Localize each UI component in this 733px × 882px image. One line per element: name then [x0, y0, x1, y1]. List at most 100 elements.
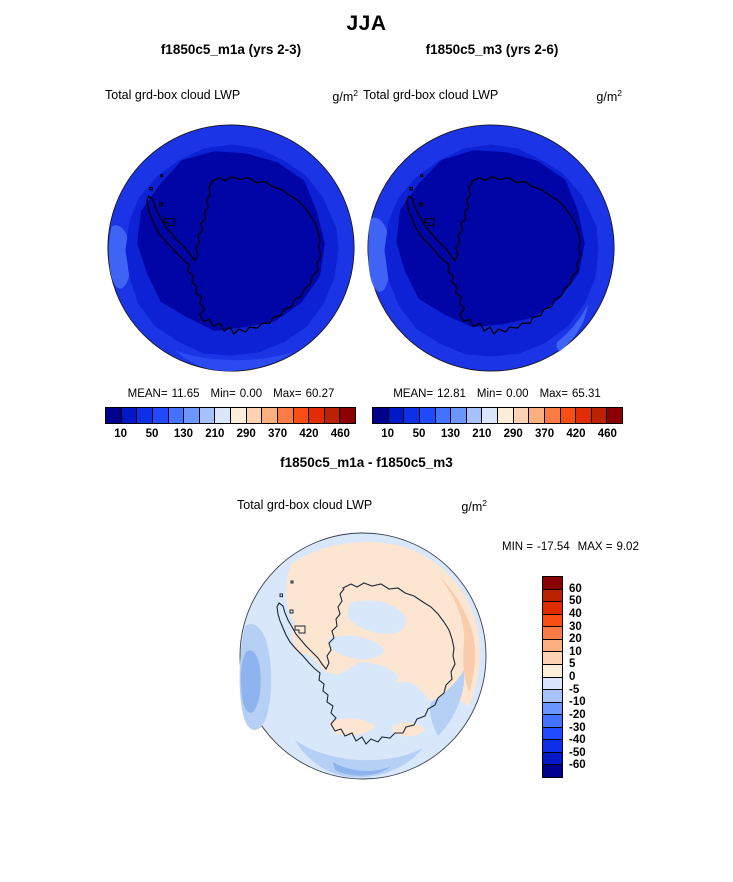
colorbar-segment: [543, 764, 562, 777]
case2-variable-label: Total grd-box cloud LWP: [363, 88, 499, 102]
colorbar-segment: [543, 588, 562, 602]
diff-variable-row: Total grd-box cloud LWP g/m2: [237, 498, 487, 514]
colorbar-segment: [543, 751, 562, 765]
colorbar-segment: [167, 408, 184, 423]
colorbar-tick-label: 290: [236, 428, 256, 440]
colorbar-segment: [387, 408, 404, 423]
case2-mean-value: 12.81: [437, 388, 466, 400]
map-case2: [367, 124, 615, 372]
colorbar-segment: [373, 408, 388, 423]
colorbar-segment: [543, 651, 562, 664]
colorbar-segment: [543, 726, 562, 740]
colorbar-tick-label: 210: [205, 428, 225, 440]
case1-max-value: 60.27: [305, 388, 335, 400]
colorbar-segment: [543, 676, 562, 690]
case1-max-label: Max=: [273, 388, 302, 400]
diff-colorbar-label: -50: [569, 746, 586, 759]
map-case2-light-patch-2: [556, 304, 588, 352]
colorbar-segment: [543, 739, 562, 752]
colorbar-tick-label: 10: [381, 428, 395, 440]
colorbar-segment: [512, 408, 529, 423]
diff-colorbar-label: -30: [569, 721, 586, 734]
diff-colorbar-label: -5: [569, 683, 580, 696]
colorbar-segment: [543, 577, 562, 589]
colorbar-segment: [230, 408, 246, 423]
colorbar-segment: [590, 408, 607, 423]
colorbar-segment: [450, 408, 466, 423]
diff-max-label: MAX =: [577, 541, 613, 553]
colorbar-segment: [308, 408, 324, 423]
season-title: JJA: [346, 12, 387, 35]
map-case1: [107, 124, 355, 372]
diff-colorbar-label: 5: [569, 658, 576, 671]
map-case1-bottom-band: [174, 349, 294, 372]
map-diff-negative-south-strong: [333, 762, 391, 776]
colorbar-segment: [497, 408, 513, 423]
case1-variable-label: Total grd-box cloud LWP: [105, 88, 241, 102]
map-case2-light-patch: [368, 217, 391, 292]
colorbar-segment: [481, 408, 497, 423]
colorbar-segment: [543, 601, 562, 614]
case2-mean-label: MEAN=: [393, 388, 434, 400]
case1-units-label: g/m2: [332, 88, 358, 105]
map-diff-negative-southeast: [429, 670, 465, 736]
colorbar-segment: [543, 613, 562, 627]
diff-max-value: 9.02: [616, 541, 639, 553]
colorbar-segment: [465, 408, 482, 423]
colorbar-tick-label: 50: [412, 428, 426, 440]
diff-colorbar-label: 10: [569, 645, 582, 658]
diff-colorbar-label: 0: [569, 671, 576, 683]
colorbar-segment: [543, 714, 562, 727]
colorbar-tick-label: 370: [534, 428, 555, 440]
colorbar-tick-label: 290: [503, 428, 523, 440]
colorbar-segment: [559, 408, 576, 423]
diff-variable-label: Total grd-box cloud LWP: [237, 498, 373, 512]
colorbar-segment: [543, 626, 562, 639]
case1-stats: MEAN= 11.65 Min= 0.00 Max= 60.27: [104, 388, 358, 400]
case2-colorbar-ticks: 10 50 130 210 290 370 420 460: [372, 428, 623, 442]
map-diff-neutral-streak-3: [353, 663, 399, 687]
colorbar-segment: [276, 408, 293, 423]
colorbar-tick-label: 210: [472, 428, 492, 440]
diff-title: f1850c5_m1a - f1850c5_m3: [280, 455, 453, 470]
case1-colorbar-ticks: 10 50 130 210 290 370 420 460: [105, 428, 356, 442]
case1-mean-label: MEAN=: [127, 388, 168, 400]
diff-colorbar-label: 30: [569, 620, 582, 633]
map-case2-inner-contour: [396, 150, 585, 328]
case1-min-value: 0.00: [239, 388, 263, 400]
map-diff-positive-strong: [439, 576, 476, 692]
case2-title: f1850c5_m3 (yrs 2-6): [425, 42, 559, 57]
diff-colorbar-label: -40: [569, 734, 586, 747]
colorbar-segment: [198, 408, 215, 423]
colorbar-segment: [434, 408, 451, 423]
colorbar-tick-label: 370: [267, 428, 288, 440]
colorbar-segment: [575, 408, 591, 423]
case2-max-value: 65.31: [572, 388, 601, 400]
diff-colorbar-label: 60: [569, 582, 582, 595]
diff-colorbar-label: -60: [569, 759, 586, 772]
diff-colorbar: [542, 576, 563, 778]
colorbar-tick-label: 10: [114, 428, 128, 440]
map-diff-negative-west-strong: [240, 650, 261, 713]
diff-colorbar-label: -20: [569, 708, 586, 721]
map-diff: [239, 532, 487, 780]
case1-colorbar: [105, 407, 356, 424]
diff-units-label: g/m2: [461, 498, 487, 515]
diff-colorbar-label: 20: [569, 633, 582, 646]
colorbar-tick-label: 130: [440, 428, 461, 440]
colorbar-segment: [214, 408, 230, 423]
map-diff-negative-south: [295, 740, 423, 778]
colorbar-segment: [183, 408, 199, 423]
colorbar-segment: [323, 408, 340, 423]
case2-min-value: 0.00: [506, 388, 529, 400]
diff-minmax: MIN = -17.54 MAX = 9.02: [502, 541, 647, 553]
colorbar-segment: [245, 408, 262, 423]
colorbar-tick-label: 420: [299, 428, 319, 440]
case1-variable-row: Total grd-box cloud LWP g/m2: [105, 88, 358, 104]
colorbar-tick-label: 130: [173, 428, 194, 440]
map-diff-neutral-streak-1: [347, 600, 407, 634]
diff-colorbar-label: 40: [569, 607, 582, 620]
diff-colorbar-label: -10: [569, 696, 586, 709]
colorbar-tick-label: 420: [566, 428, 586, 440]
case2-min-label: Min=: [476, 388, 503, 400]
